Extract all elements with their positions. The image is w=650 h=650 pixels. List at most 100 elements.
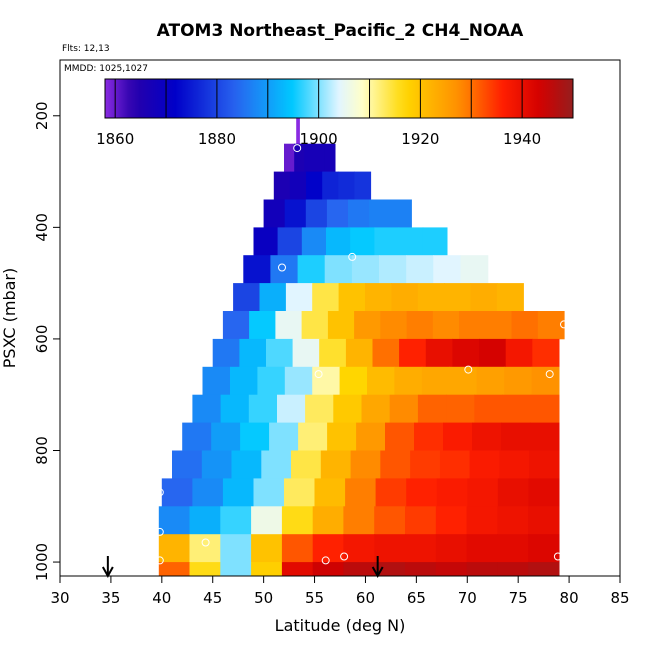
heatmap-cell — [474, 394, 504, 423]
heatmap-cell — [367, 366, 395, 396]
heatmap-cell — [319, 338, 347, 368]
heatmap-cell — [343, 506, 375, 535]
heatmap-cell — [301, 311, 329, 340]
dates-label: MMDD: 1025,1027 — [64, 64, 148, 74]
colorbar-tick-label: 1920 — [401, 130, 439, 148]
heatmap-cell — [249, 311, 276, 340]
heatmap-cell — [374, 506, 406, 535]
heatmap-cell — [281, 534, 314, 563]
heatmap-cell — [289, 171, 307, 200]
heatmap-cell — [269, 422, 299, 451]
heatmap-cell — [297, 255, 326, 284]
heatmap-cell — [499, 450, 530, 479]
heatmap-cell — [528, 478, 560, 507]
heatmap-cell — [399, 338, 427, 368]
heatmap-cell — [284, 199, 307, 228]
heatmap-cell — [343, 534, 375, 563]
heatmap-cell — [182, 422, 212, 451]
plot-frame — [59, 59, 621, 577]
heatmap-cell — [369, 199, 391, 228]
heatmap-cell — [466, 534, 498, 563]
heatmap-cell — [528, 506, 560, 535]
heatmap-cell — [158, 534, 191, 563]
heatmap-cell — [466, 506, 498, 535]
heatmap-cell — [497, 534, 529, 563]
heatmap-cell — [338, 283, 366, 312]
sample-point — [314, 370, 323, 379]
sample-point — [348, 252, 357, 261]
heatmap-cell — [291, 450, 322, 479]
colorbar-tick-label: 1900 — [300, 130, 338, 148]
sample-point — [155, 527, 164, 536]
heatmap-cell — [405, 506, 437, 535]
heatmap-cell — [281, 506, 314, 535]
heatmap-cell — [476, 366, 505, 396]
heatmap-cell — [304, 143, 316, 172]
heatmap-cell — [351, 255, 380, 284]
heatmap-cell — [469, 450, 500, 479]
sample-point — [545, 370, 554, 379]
heatmap-cell — [189, 562, 221, 577]
heatmap-cell — [497, 562, 529, 577]
heatmap-cell — [496, 283, 524, 312]
heatmap-cell — [452, 338, 480, 368]
heatmap-cell — [529, 450, 560, 479]
x-tick-label: 30 — [50, 589, 69, 607]
colorbar: 1860 1880 1900 1920 1940 — [96, 78, 574, 148]
heatmap-cell — [433, 255, 462, 284]
heatmap-cell — [417, 394, 447, 423]
sample-point — [464, 365, 473, 374]
heatmap-cell — [327, 422, 357, 451]
heatmap-cell — [211, 422, 241, 451]
heatmap-cell — [270, 255, 299, 284]
heatmap-cell — [233, 283, 261, 312]
heatmap-cell — [417, 283, 445, 312]
heatmap-cell — [322, 171, 339, 200]
heatmap-cell — [243, 255, 272, 284]
heatmap-cell — [531, 366, 560, 396]
heatmap-cell — [312, 562, 345, 577]
heatmap-cell — [410, 450, 441, 479]
heatmap-cell — [277, 227, 303, 256]
x-tick-label: 80 — [560, 589, 579, 607]
heatmap-cell — [296, 115, 300, 145]
heatmap-cell — [263, 199, 286, 228]
heatmap-cell — [425, 338, 453, 368]
heatmap-cell — [406, 311, 434, 340]
heatmap-cell — [231, 450, 262, 479]
heatmap-cell — [405, 562, 437, 577]
heatmap-cell — [446, 394, 475, 423]
heatmap-cell — [390, 199, 412, 228]
y-tick-label: 400 — [33, 213, 51, 242]
heatmap-cell — [273, 171, 291, 200]
heatmap-cell — [192, 478, 224, 507]
heatmap-cell — [312, 506, 345, 535]
heatmap-cell — [356, 422, 386, 451]
heatmap-cell — [350, 450, 381, 479]
heatmap-cell — [189, 506, 221, 535]
heatmap-cell — [374, 562, 406, 577]
heatmap-cell — [306, 171, 323, 200]
heatmap-cell — [261, 450, 292, 479]
heatmap-cell — [327, 311, 355, 340]
heatmap-cell — [398, 227, 424, 256]
heatmap-cell — [305, 394, 334, 423]
heatmap-cell — [380, 311, 408, 340]
heatmap-cell — [472, 422, 502, 451]
heatmap-cell — [285, 283, 313, 312]
heatmap-cell — [365, 283, 392, 312]
heatmap-cell — [220, 534, 252, 563]
x-tick-label: 70 — [458, 589, 477, 607]
heatmap-cell — [314, 143, 326, 172]
x-tick-label: 45 — [203, 589, 222, 607]
heatmap-cell — [259, 283, 287, 312]
colorbar-gradient — [104, 78, 574, 119]
heatmap-cell — [333, 394, 363, 423]
heatmap-cell — [435, 534, 468, 563]
heatmap-cell — [212, 338, 240, 368]
sample-points — [155, 144, 568, 565]
heatmap-cell — [449, 366, 478, 396]
colorbar-tick-label: 1860 — [96, 130, 134, 148]
heatmap-cell — [348, 199, 370, 228]
y-axis: 200 400 600 800 1000 — [33, 101, 60, 581]
